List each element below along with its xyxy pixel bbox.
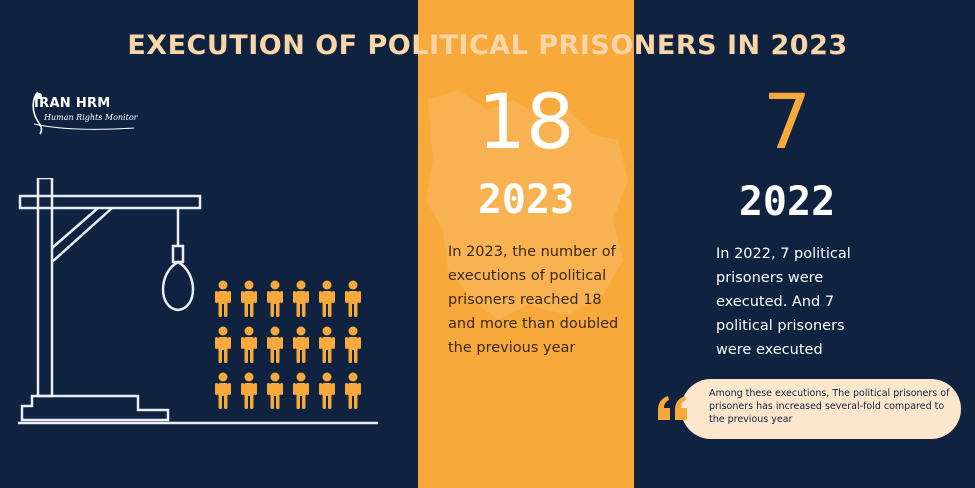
noose-icon	[161, 208, 195, 312]
gallows-icon	[18, 178, 378, 425]
stat-2023-year: 2023	[477, 177, 575, 223]
orange-column	[418, 0, 634, 488]
logo-icon	[32, 91, 135, 135]
person-icon	[215, 372, 361, 409]
person-icon	[215, 326, 361, 363]
stat-2022-year: 2022	[738, 179, 836, 225]
logo-subtitle: Human Rights Monitor	[44, 113, 138, 122]
quote-box	[681, 379, 961, 439]
stat-2022-number: 7	[762, 77, 812, 166]
stat-2022-description: In 2022, 7 political prisoners were exec…	[716, 246, 851, 358]
page-title: EXECUTION OF POLITICAL PRISONERS IN 2023	[127, 30, 848, 61]
stat-2023-number: 18	[477, 77, 575, 166]
quote-text: Among these executions, The political pr…	[709, 388, 950, 425]
person-icon	[215, 280, 361, 317]
iran-map-icon	[426, 90, 628, 320]
logo-name: IRAN HRM	[34, 96, 111, 111]
quote-icon	[658, 396, 687, 420]
stat-2023-description: In 2023, the number of executions of pol…	[448, 244, 619, 356]
people-group	[215, 280, 361, 409]
